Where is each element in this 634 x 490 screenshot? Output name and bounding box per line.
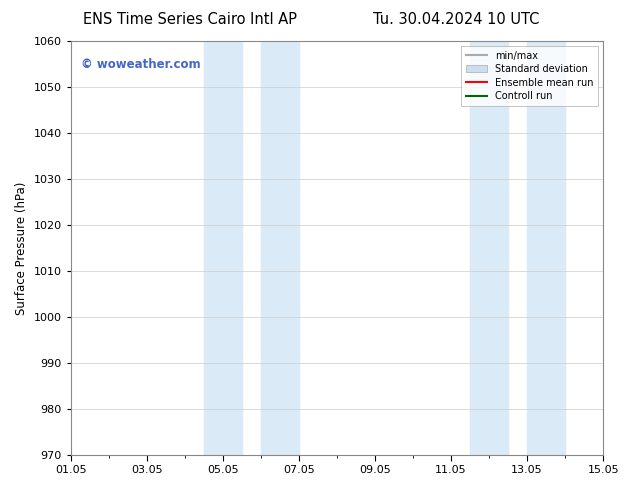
Y-axis label: Surface Pressure (hPa): Surface Pressure (hPa) (15, 181, 28, 315)
Text: ENS Time Series Cairo Intl AP: ENS Time Series Cairo Intl AP (83, 12, 297, 27)
Bar (470, 41, 508, 455)
Text: © woweather.com: © woweather.com (81, 58, 201, 71)
Bar (261, 41, 299, 455)
Bar (527, 41, 565, 455)
Bar (204, 41, 242, 455)
Legend: min/max, Standard deviation, Ensemble mean run, Controll run: min/max, Standard deviation, Ensemble me… (461, 46, 598, 106)
Text: Tu. 30.04.2024 10 UTC: Tu. 30.04.2024 10 UTC (373, 12, 540, 27)
